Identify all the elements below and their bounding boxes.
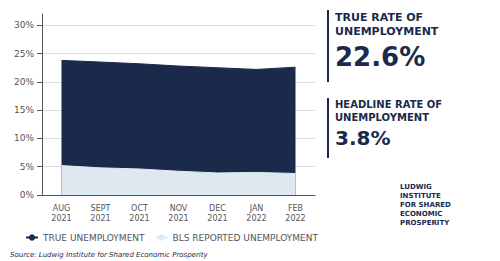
svg-text:2022: 2022 [246, 214, 266, 223]
svg-text:UNEMPLOYMENT: UNEMPLOYMENT [335, 112, 429, 123]
svg-text:15%: 15% [14, 105, 34, 115]
svg-text:10%: 10% [14, 133, 34, 143]
svg-text:3.8%: 3.8% [335, 126, 390, 150]
svg-text:22.6%: 22.6% [335, 42, 425, 72]
svg-text:2022: 2022 [285, 214, 305, 223]
svg-text:PROSPERITY: PROSPERITY [400, 219, 450, 227]
svg-text:20%: 20% [14, 77, 34, 87]
svg-text:2021: 2021 [90, 214, 110, 223]
svg-text:AUG: AUG [53, 204, 71, 213]
svg-text:30%: 30% [14, 20, 34, 30]
svg-text:SEPT: SEPT [91, 204, 111, 213]
svg-text:TRUE UNEMPLOYMENT: TRUE UNEMPLOYMENT [42, 233, 145, 243]
svg-text:2021: 2021 [168, 214, 188, 223]
svg-text:2021: 2021 [207, 214, 227, 223]
svg-text:2021: 2021 [51, 214, 71, 223]
svg-text:25%: 25% [14, 49, 34, 59]
svg-text:DEC: DEC [209, 204, 226, 213]
svg-text:2021: 2021 [129, 214, 149, 223]
svg-text:OCT: OCT [131, 204, 148, 213]
svg-text:LUDWIG: LUDWIG [400, 183, 432, 191]
svg-text:Source: Ludwig Institute for S: Source: Ludwig Institute for Shared Econ… [10, 251, 209, 259]
svg-text:5%: 5% [20, 162, 35, 172]
svg-text:FEB: FEB [288, 204, 303, 213]
svg-text:FOR SHARED: FOR SHARED [400, 201, 451, 209]
svg-text:JAN: JAN [249, 204, 264, 213]
svg-text:ECONOMIC: ECONOMIC [400, 210, 442, 218]
svg-text:BLS REPORTED UNEMPLOYMENT: BLS REPORTED UNEMPLOYMENT [173, 233, 319, 243]
svg-text:UNEMPLOYMENT: UNEMPLOYMENT [335, 25, 439, 38]
svg-text:HEADLINE RATE OF: HEADLINE RATE OF [335, 99, 442, 110]
svg-text:TRUE RATE OF: TRUE RATE OF [335, 11, 423, 24]
svg-text:NOV: NOV [170, 204, 188, 213]
svg-text:0%: 0% [20, 190, 35, 200]
svg-text:INSTITUTE: INSTITUTE [400, 192, 441, 200]
